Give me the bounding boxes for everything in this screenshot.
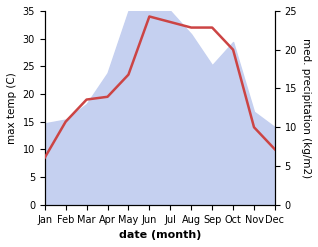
Y-axis label: med. precipitation (kg/m2): med. precipitation (kg/m2) [301, 38, 311, 178]
X-axis label: date (month): date (month) [119, 230, 201, 240]
Y-axis label: max temp (C): max temp (C) [7, 72, 17, 144]
